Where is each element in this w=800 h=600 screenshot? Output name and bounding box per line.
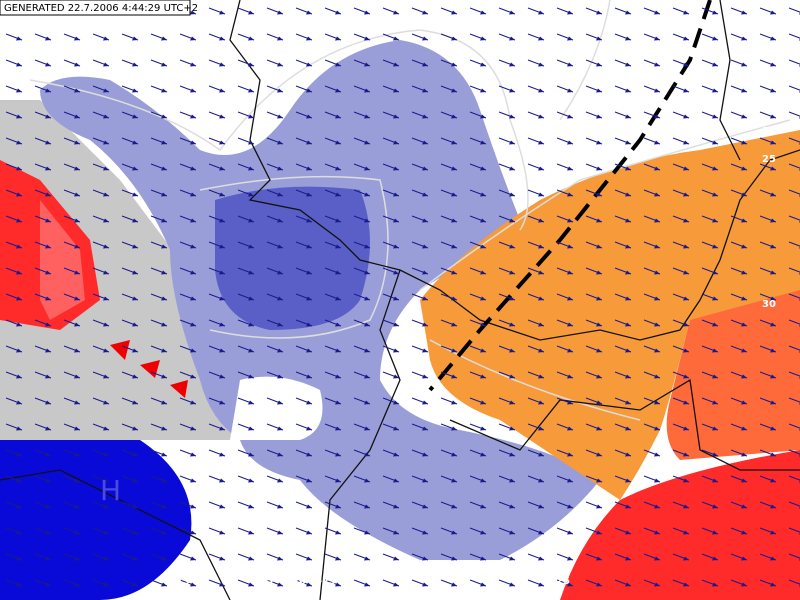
contour-label: -20 (288, 576, 306, 587)
contour-label: 25 (762, 154, 776, 165)
contour-label: 30 (762, 299, 776, 310)
contour-label: -5 (262, 576, 273, 587)
contour-label: -15 (172, 576, 190, 587)
contour-label: 15 (762, 126, 776, 137)
contour-label: -25 (318, 576, 336, 587)
header-box (0, 0, 191, 16)
high-symbol: H (100, 474, 121, 507)
generated-label: GENERATED 22.7.2006 4:44:29 UTC+2 (4, 3, 198, 14)
contour-label: 25 (556, 576, 570, 587)
